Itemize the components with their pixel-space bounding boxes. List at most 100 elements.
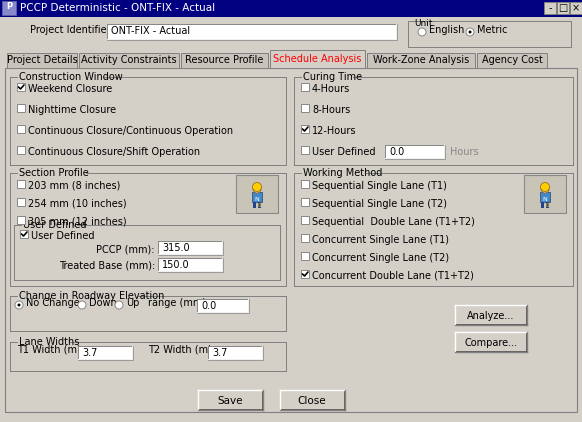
Circle shape xyxy=(418,28,426,36)
Bar xyxy=(17,104,25,112)
Text: Activity Constraints: Activity Constraints xyxy=(81,55,177,65)
Text: P: P xyxy=(6,2,12,11)
Bar xyxy=(301,146,309,154)
Text: □: □ xyxy=(558,3,567,13)
Bar xyxy=(208,359,263,360)
Text: N: N xyxy=(254,197,259,202)
Bar xyxy=(301,216,309,224)
Bar xyxy=(181,53,268,68)
Text: Curing Time: Curing Time xyxy=(303,72,362,82)
Text: Construction Window: Construction Window xyxy=(19,72,123,82)
Text: 203 mm (8 inches): 203 mm (8 inches) xyxy=(28,181,120,191)
Bar xyxy=(158,258,159,272)
Text: 3.7: 3.7 xyxy=(82,348,97,358)
Bar xyxy=(544,2,556,14)
Text: Concurrent Double Lane (T1+T2): Concurrent Double Lane (T1+T2) xyxy=(312,271,474,281)
Text: T1 Width (m):: T1 Width (m): xyxy=(17,344,84,354)
Text: 4-Hours: 4-Hours xyxy=(312,84,350,94)
Text: Sequential Single Lane (T1): Sequential Single Lane (T1) xyxy=(312,181,447,191)
Text: Continuous Closure/Shift Operation: Continuous Closure/Shift Operation xyxy=(28,147,200,157)
Text: Sequential  Double Lane (T1+T2): Sequential Double Lane (T1+T2) xyxy=(312,217,475,227)
Bar xyxy=(208,346,263,347)
Text: 0: 0 xyxy=(546,203,549,208)
Text: Project Identifier:: Project Identifier: xyxy=(30,25,113,35)
Text: Sequential Single Lane (T2): Sequential Single Lane (T2) xyxy=(312,199,447,209)
Text: Save: Save xyxy=(217,396,243,406)
Text: Change in Roadway Elevation: Change in Roadway Elevation xyxy=(19,291,164,301)
Circle shape xyxy=(253,185,261,193)
Bar xyxy=(107,24,397,25)
Bar xyxy=(158,241,159,255)
Bar xyxy=(158,241,223,242)
Bar xyxy=(222,258,223,272)
Bar xyxy=(17,216,25,224)
Bar xyxy=(301,252,309,260)
Bar xyxy=(301,104,309,112)
Bar xyxy=(270,50,365,68)
Bar xyxy=(301,234,309,242)
Text: Concurrent Single Lane (T2): Concurrent Single Lane (T2) xyxy=(312,253,449,263)
Text: Hours: Hours xyxy=(450,147,478,157)
Bar xyxy=(455,305,527,325)
Text: PCCP (mm):: PCCP (mm): xyxy=(97,244,155,254)
Bar xyxy=(7,53,77,68)
Text: Work-Zone Analysis: Work-Zone Analysis xyxy=(373,55,469,65)
Bar xyxy=(158,258,223,259)
Text: 0: 0 xyxy=(258,203,261,208)
Bar xyxy=(385,145,445,146)
Text: ONT-FIX - Actual: ONT-FIX - Actual xyxy=(111,26,190,36)
Text: Treated Base (mm):: Treated Base (mm): xyxy=(59,261,155,271)
Text: 315.0: 315.0 xyxy=(162,243,190,253)
Text: Unit: Unit xyxy=(414,19,432,28)
Bar xyxy=(132,346,133,360)
Text: Project Details: Project Details xyxy=(6,55,77,65)
Bar xyxy=(78,346,79,360)
Text: range (mm):: range (mm): xyxy=(148,298,210,308)
Bar xyxy=(301,180,309,188)
Bar xyxy=(197,299,249,313)
Text: Compare...: Compare... xyxy=(464,338,517,348)
Text: 150.0: 150.0 xyxy=(162,260,190,270)
Text: 0.0: 0.0 xyxy=(201,301,217,311)
Circle shape xyxy=(469,30,471,33)
Bar xyxy=(385,158,445,159)
Bar xyxy=(258,202,261,208)
Bar xyxy=(455,332,527,352)
Bar xyxy=(197,299,198,313)
Text: ×: × xyxy=(572,3,580,13)
Bar xyxy=(301,83,309,91)
Bar xyxy=(477,53,547,68)
Bar xyxy=(78,346,133,347)
Text: No Change: No Change xyxy=(26,298,80,308)
Text: Lane Widths: Lane Widths xyxy=(19,337,79,347)
Text: Nighttime Closure: Nighttime Closure xyxy=(28,105,116,115)
Text: Concurrent Single Lane (T1): Concurrent Single Lane (T1) xyxy=(312,235,449,245)
Bar xyxy=(197,312,249,313)
Bar xyxy=(236,175,278,213)
Bar xyxy=(570,2,582,14)
Bar xyxy=(367,53,475,68)
Text: 305 mm (12 inches): 305 mm (12 inches) xyxy=(28,217,127,227)
Bar xyxy=(253,202,256,208)
Bar xyxy=(385,145,386,159)
Circle shape xyxy=(78,301,86,309)
Text: Agency Cost: Agency Cost xyxy=(481,55,542,65)
Bar xyxy=(197,299,249,300)
Bar xyxy=(262,346,263,360)
Circle shape xyxy=(17,303,20,306)
Text: N: N xyxy=(542,197,546,202)
Text: User Defined: User Defined xyxy=(312,147,375,157)
Text: Working Method: Working Method xyxy=(303,168,382,178)
Bar xyxy=(408,21,571,47)
Circle shape xyxy=(541,185,549,193)
Bar xyxy=(444,145,445,159)
Bar xyxy=(0,0,582,17)
Text: 3.7: 3.7 xyxy=(212,348,228,358)
Bar xyxy=(396,24,397,40)
Text: 0.0: 0.0 xyxy=(389,147,404,157)
Bar xyxy=(198,390,263,410)
Bar xyxy=(158,254,223,255)
Text: 254 mm (10 inches): 254 mm (10 inches) xyxy=(28,199,127,209)
Circle shape xyxy=(466,28,474,36)
Bar xyxy=(301,125,309,133)
